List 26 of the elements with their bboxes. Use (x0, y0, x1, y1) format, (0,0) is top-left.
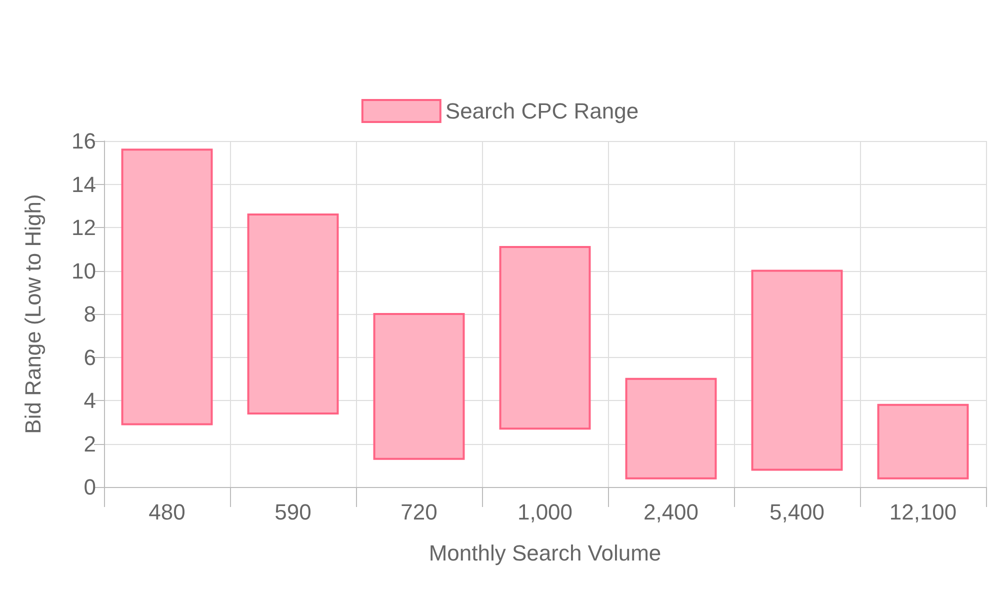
x-tick-label: 2,400 (643, 500, 699, 524)
x-tick-label: 720 (400, 500, 438, 524)
y-tick-label: 6 (84, 344, 96, 370)
y-tick-label: 14 (72, 172, 96, 197)
y-tick-label: 8 (84, 302, 96, 326)
bar (499, 246, 591, 430)
y-tick-label: 4 (84, 388, 96, 413)
y-tick-label: 2 (84, 431, 96, 456)
x-tick-label: 480 (148, 500, 186, 524)
x-tick-label: 590 (274, 500, 312, 524)
x-tick-label: 1,000 (517, 500, 573, 524)
y-axis-title: Bid Range (Low to High) (20, 194, 46, 434)
bar (247, 214, 339, 414)
bar (625, 378, 717, 480)
x-tick-label: 5,400 (769, 500, 825, 524)
x-axis-title: Monthly Search Volume (428, 540, 662, 566)
bar (877, 404, 969, 480)
y-tick-label: 0 (84, 474, 96, 500)
x-tick-label: 12,100 (889, 500, 957, 524)
bar (121, 148, 213, 426)
legend-label: Search CPC Range (445, 98, 639, 124)
bar (751, 270, 843, 471)
y-tick-label: 16 (72, 128, 96, 154)
y-tick-label: 10 (72, 258, 96, 284)
y-tick-label: 12 (72, 215, 96, 240)
bar (373, 313, 465, 460)
